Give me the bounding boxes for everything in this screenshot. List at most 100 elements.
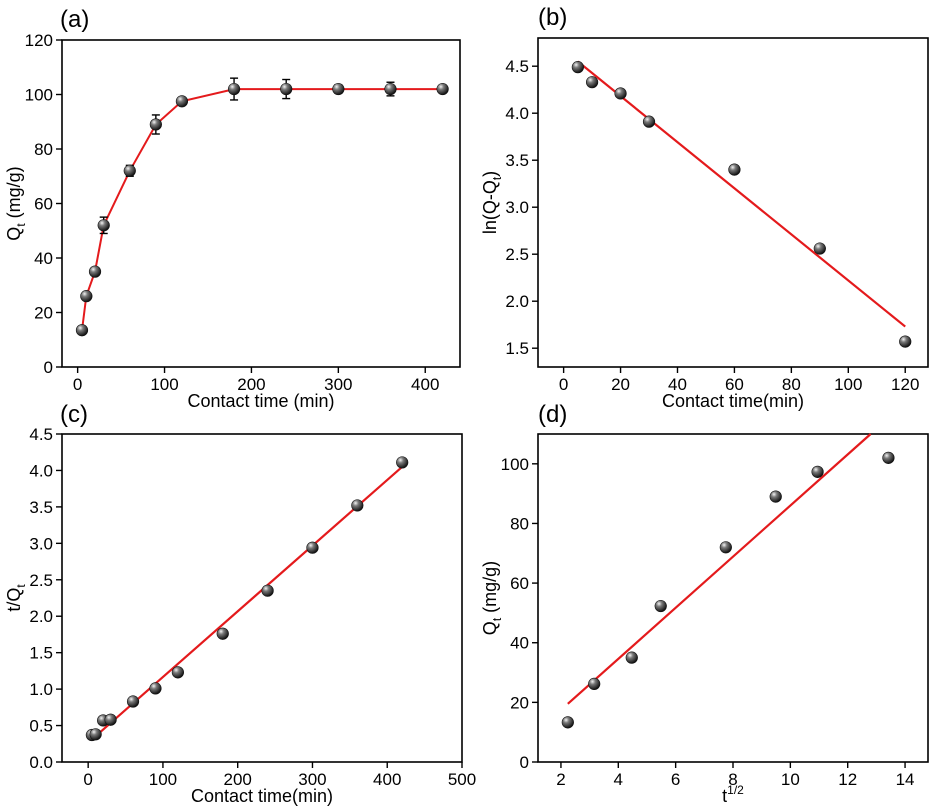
chart-0-xtick-label-4: 400 bbox=[411, 375, 439, 394]
chart-0-point-11 bbox=[436, 82, 449, 96]
chart-0-xlabel: Contact time (min) bbox=[187, 391, 334, 411]
chart-0-point-2 bbox=[88, 265, 102, 278]
chart-2-panel-label: (c) bbox=[60, 401, 88, 428]
chart-1-ylabel-sub: t bbox=[490, 176, 504, 180]
chart-1-point-1 bbox=[585, 76, 599, 89]
chart-1-xtick-label-1: 20 bbox=[611, 375, 630, 394]
chart-0-ylabel: Qt (mg/g) bbox=[4, 166, 28, 240]
chart-2-xtick-label-2: 200 bbox=[224, 770, 252, 789]
chart-1-xtick-label-0: 0 bbox=[559, 375, 568, 394]
chart-0-xtick-label-0: 0 bbox=[73, 375, 82, 394]
chart-3-point-3 bbox=[654, 599, 667, 613]
chart-0-point-0 bbox=[75, 324, 89, 337]
chart-2-xtick-label-3: 300 bbox=[298, 770, 326, 789]
chart-2-xlabel: Contact time(min) bbox=[191, 786, 333, 806]
chart-1-xtick-label-5: 100 bbox=[834, 375, 862, 394]
chart-1-ytick-label-3: 3.0 bbox=[505, 198, 529, 217]
panel-b: (b) 0 20 40 60 80 100 120 1.5 2.0 2.5 3.0 3.5 4.0 4.5 C… bbox=[480, 4, 929, 411]
chart-2-ytick-label-7: 3.5 bbox=[29, 498, 53, 517]
chart-0-xtick-label-3: 300 bbox=[324, 375, 352, 394]
chart-3-ytick-label-5: 100 bbox=[501, 455, 529, 474]
chart-2-ytick-label-5: 2.5 bbox=[29, 571, 53, 590]
chart-2-ytick-label-2: 1.0 bbox=[29, 680, 53, 699]
chart-3-ylabel-main: Q bbox=[480, 621, 500, 635]
chart-2-frame bbox=[61, 433, 463, 763]
chart-1-xtick-label-2: 40 bbox=[668, 375, 687, 394]
chart-3-point-7 bbox=[882, 451, 895, 464]
chart-1-xtick-label-3: 60 bbox=[725, 375, 744, 394]
chart-1-frame bbox=[537, 37, 929, 368]
chart-0-ylabel-main: Q bbox=[4, 227, 24, 241]
chart-1-ylabel: ln(Q-Qt) bbox=[480, 171, 504, 234]
chart-1-ytick-label-0: 1.5 bbox=[505, 339, 529, 358]
chart-1-panel-label: (b) bbox=[538, 4, 567, 31]
chart-3-point-1 bbox=[588, 677, 601, 690]
chart-0-point-10 bbox=[384, 82, 397, 96]
chart-3-xlabel: t1/2 bbox=[722, 783, 744, 806]
chart-0-ytick-label-1: 20 bbox=[34, 304, 53, 323]
chart-0-point-4 bbox=[123, 164, 136, 177]
chart-1-point-4 bbox=[728, 163, 741, 176]
chart-3-fit-line bbox=[567, 433, 872, 705]
chart-2-xtick-label-1: 100 bbox=[149, 770, 177, 789]
chart-0-panel-label: (a) bbox=[60, 6, 89, 33]
chart-2-xtick-label-5: 500 bbox=[448, 770, 476, 789]
chart-0-xtick-label-1: 100 bbox=[150, 375, 178, 394]
chart-0-point-5 bbox=[149, 118, 162, 131]
chart-0-ytick-label-4: 80 bbox=[34, 140, 53, 159]
chart-2-point-8 bbox=[261, 584, 274, 597]
chart-1-ytick-label-6: 4.5 bbox=[505, 57, 529, 76]
chart-3-xtick-label-4: 10 bbox=[781, 770, 800, 789]
chart-1-point-6 bbox=[899, 335, 912, 348]
chart-0-point-6 bbox=[175, 95, 189, 108]
chart-3-point-2 bbox=[625, 651, 638, 664]
chart-1-point-5 bbox=[813, 242, 826, 255]
chart-0-ytick-label-3: 60 bbox=[34, 195, 53, 214]
chart-3-xtick-label-2: 6 bbox=[671, 770, 680, 789]
chart-0-ytick-label-6: 120 bbox=[25, 31, 53, 50]
chart-3-point-0 bbox=[561, 716, 574, 729]
chart-3-ylabel: Qt (mg/g) bbox=[480, 561, 504, 635]
chart-2-xtick-label-0: 0 bbox=[83, 770, 92, 789]
chart-3-ylabel-sub: t bbox=[490, 617, 504, 621]
chart-1-point-2 bbox=[614, 87, 627, 100]
chart-0-point-9 bbox=[332, 82, 345, 96]
chart-1-xtick-label-4: 80 bbox=[782, 375, 801, 394]
chart-2-ytick-label-6: 3.0 bbox=[29, 534, 53, 553]
chart-3-xtick-label-0: 2 bbox=[556, 770, 565, 789]
chart-2-ylabel: t/Qt bbox=[4, 584, 28, 612]
chart-1-ylabel-main: ln(Q-Q bbox=[480, 180, 500, 234]
chart-3-frame bbox=[537, 433, 929, 763]
chart-2-point-3 bbox=[104, 713, 117, 726]
chart-2-point-5 bbox=[149, 682, 162, 695]
chart-3-ytick-label-0: 0 bbox=[520, 753, 529, 772]
chart-3-xlabel-sup: 1/2 bbox=[727, 783, 744, 797]
chart-2-ytick-label-8: 4.0 bbox=[29, 461, 53, 480]
chart-3-ylabel-suffix: (mg/g) bbox=[480, 561, 500, 618]
chart-1-fit-line bbox=[577, 60, 906, 328]
chart-0-series-line bbox=[81, 88, 443, 331]
chart-1-ytick-label-2: 2.5 bbox=[505, 245, 529, 264]
chart-3-point-5 bbox=[769, 490, 782, 503]
chart-2-fit-line bbox=[91, 465, 403, 741]
chart-1-ytick-label-4: 3.5 bbox=[505, 151, 529, 170]
chart-3-ytick-label-4: 80 bbox=[510, 514, 529, 533]
chart-1-ytick-label-1: 2.0 bbox=[505, 292, 529, 311]
chart-2-point-6 bbox=[171, 666, 184, 679]
chart-2-ytick-label-9: 4.5 bbox=[29, 425, 53, 444]
chart-2-point-9 bbox=[306, 541, 319, 554]
panel-c: (c) 0 100 200 300 400 500 0.0 0.5 1.0 1.5 2.0 2.5 3.0… bbox=[4, 401, 476, 806]
chart-3-point-6 bbox=[811, 465, 824, 478]
chart-0-xtick-label-2: 200 bbox=[237, 375, 265, 394]
panel-a: (a) 0 100 200 300 400 0 20 40 60 80 100 120 Contact t… bbox=[4, 6, 461, 411]
chart-2-ylabel-main: t/Q bbox=[4, 588, 24, 612]
chart-0-point-8 bbox=[280, 82, 293, 96]
chart-0-ytick-label-0: 0 bbox=[44, 358, 53, 377]
chart-3-panel-label: (d) bbox=[538, 401, 567, 428]
chart-2-ytick-label-1: 0.5 bbox=[29, 717, 53, 736]
chart-2-point-10 bbox=[351, 499, 364, 512]
chart-3-ytick-label-3: 60 bbox=[510, 574, 529, 593]
chart-0-point-7 bbox=[227, 82, 241, 96]
